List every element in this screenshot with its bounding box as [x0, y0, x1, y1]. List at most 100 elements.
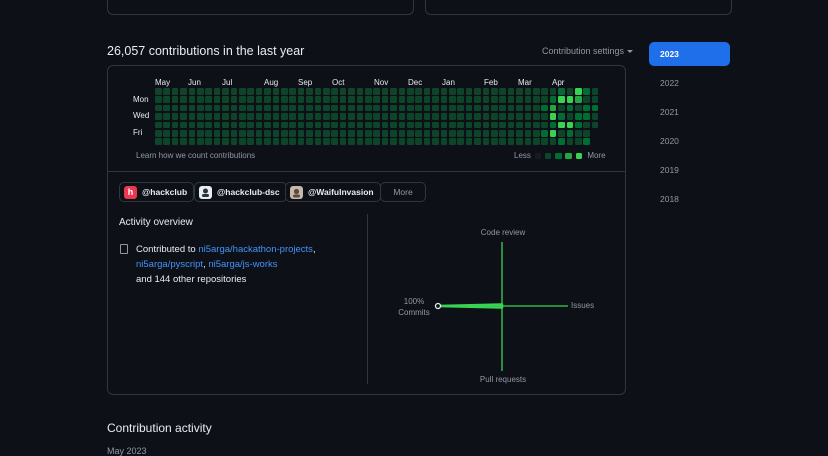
- contribution-day[interactable]: [549, 130, 557, 137]
- contribution-day[interactable]: [205, 121, 212, 129]
- contribution-day[interactable]: [457, 96, 464, 103]
- contribution-day[interactable]: [491, 113, 498, 120]
- contribution-day[interactable]: [264, 130, 271, 137]
- contribution-day[interactable]: [541, 113, 548, 120]
- contribution-day[interactable]: [247, 138, 254, 145]
- contribution-day[interactable]: [314, 96, 322, 103]
- contribution-day[interactable]: [289, 113, 296, 120]
- contribution-day[interactable]: [566, 96, 574, 103]
- contribution-day[interactable]: [457, 121, 464, 129]
- contribution-day[interactable]: [398, 96, 406, 103]
- contribution-day[interactable]: [507, 96, 515, 103]
- contribution-day[interactable]: [591, 121, 599, 129]
- contribution-day[interactable]: [524, 130, 532, 137]
- contribution-day[interactable]: [306, 113, 313, 120]
- contribution-day[interactable]: [407, 88, 414, 95]
- contribution-day[interactable]: [289, 104, 296, 112]
- contribution-day[interactable]: [407, 130, 414, 137]
- contribution-day[interactable]: [541, 88, 548, 95]
- contribution-day[interactable]: [583, 130, 590, 137]
- contribution-day[interactable]: [188, 96, 196, 103]
- contribution-day[interactable]: [541, 138, 548, 145]
- repo-link-js-works[interactable]: ni5arga/js-works: [208, 259, 278, 270]
- contribution-day[interactable]: [180, 130, 187, 137]
- contribution-day[interactable]: [339, 138, 347, 145]
- contribution-day[interactable]: [306, 104, 313, 112]
- contribution-day[interactable]: [507, 130, 515, 137]
- contribution-day[interactable]: [440, 96, 448, 103]
- contribution-day[interactable]: [499, 130, 506, 137]
- contribution-day[interactable]: [171, 130, 179, 137]
- contribution-day[interactable]: [356, 113, 364, 120]
- contribution-day[interactable]: [423, 104, 431, 112]
- contribution-day[interactable]: [415, 104, 422, 112]
- contribution-day[interactable]: [339, 130, 347, 137]
- contribution-day[interactable]: [314, 121, 322, 129]
- contribution-day[interactable]: [297, 104, 305, 112]
- contribution-day[interactable]: [264, 104, 271, 112]
- contribution-day[interactable]: [558, 113, 565, 120]
- contribution-day[interactable]: [591, 88, 599, 95]
- contribution-day[interactable]: [524, 113, 532, 120]
- contribution-day[interactable]: [163, 88, 170, 95]
- year-button-2022[interactable]: 2022: [660, 78, 679, 88]
- contribution-day[interactable]: [331, 121, 338, 129]
- contribution-day[interactable]: [323, 104, 330, 112]
- contribution-day[interactable]: [222, 121, 229, 129]
- contribution-day[interactable]: [365, 138, 372, 145]
- contribution-day[interactable]: [155, 96, 162, 103]
- contribution-day[interactable]: [255, 88, 263, 95]
- contribution-day[interactable]: [323, 138, 330, 145]
- contribution-day[interactable]: [171, 88, 179, 95]
- contribution-day[interactable]: [566, 113, 574, 120]
- contribution-day[interactable]: [163, 121, 170, 129]
- year-button-2023[interactable]: 2023: [649, 42, 730, 66]
- contribution-day[interactable]: [171, 121, 179, 129]
- contribution-day[interactable]: [356, 96, 364, 103]
- contribution-day[interactable]: [188, 130, 196, 137]
- contribution-day[interactable]: [591, 104, 599, 112]
- contribution-day[interactable]: [255, 113, 263, 120]
- contribution-day[interactable]: [432, 88, 439, 95]
- contribution-day[interactable]: [247, 104, 254, 112]
- contribution-day[interactable]: [373, 130, 380, 137]
- contribution-day[interactable]: [507, 88, 515, 95]
- contribution-day[interactable]: [230, 96, 238, 103]
- contribution-day[interactable]: [197, 96, 204, 103]
- contribution-day[interactable]: [499, 113, 506, 120]
- contribution-day[interactable]: [289, 130, 296, 137]
- contribution-day[interactable]: [230, 104, 238, 112]
- contribution-day[interactable]: [398, 130, 406, 137]
- contribution-day[interactable]: [449, 121, 456, 129]
- year-button-2021[interactable]: 2021: [660, 107, 679, 117]
- contribution-day[interactable]: [373, 88, 380, 95]
- contribution-day[interactable]: [197, 88, 204, 95]
- contribution-day[interactable]: [247, 113, 254, 120]
- contribution-day[interactable]: [566, 121, 574, 129]
- repo-link-hackathon-projects[interactable]: ni5arga/hackathon-projects: [198, 244, 313, 255]
- contribution-day[interactable]: [155, 88, 162, 95]
- contribution-day[interactable]: [423, 113, 431, 120]
- contribution-day[interactable]: [180, 121, 187, 129]
- contribution-day[interactable]: [549, 113, 557, 120]
- contribution-day[interactable]: [289, 121, 296, 129]
- contribution-day[interactable]: [566, 104, 574, 112]
- contribution-day[interactable]: [465, 130, 473, 137]
- contribution-day[interactable]: [213, 138, 221, 145]
- contribution-day[interactable]: [230, 130, 238, 137]
- contribution-day[interactable]: [516, 130, 523, 137]
- contribution-day[interactable]: [566, 138, 574, 145]
- contribution-day[interactable]: [339, 96, 347, 103]
- contribution-day[interactable]: [323, 121, 330, 129]
- contribution-day[interactable]: [558, 121, 565, 129]
- contribution-day[interactable]: [155, 104, 162, 112]
- year-button-2018[interactable]: 2018: [660, 194, 679, 204]
- contribution-day[interactable]: [331, 96, 338, 103]
- year-button-2019[interactable]: 2019: [660, 165, 679, 175]
- contribution-day[interactable]: [306, 130, 313, 137]
- contribution-day[interactable]: [239, 130, 246, 137]
- contribution-day[interactable]: [272, 130, 280, 137]
- contribution-day[interactable]: [356, 104, 364, 112]
- contribution-day[interactable]: [457, 138, 464, 145]
- contribution-day[interactable]: [255, 121, 263, 129]
